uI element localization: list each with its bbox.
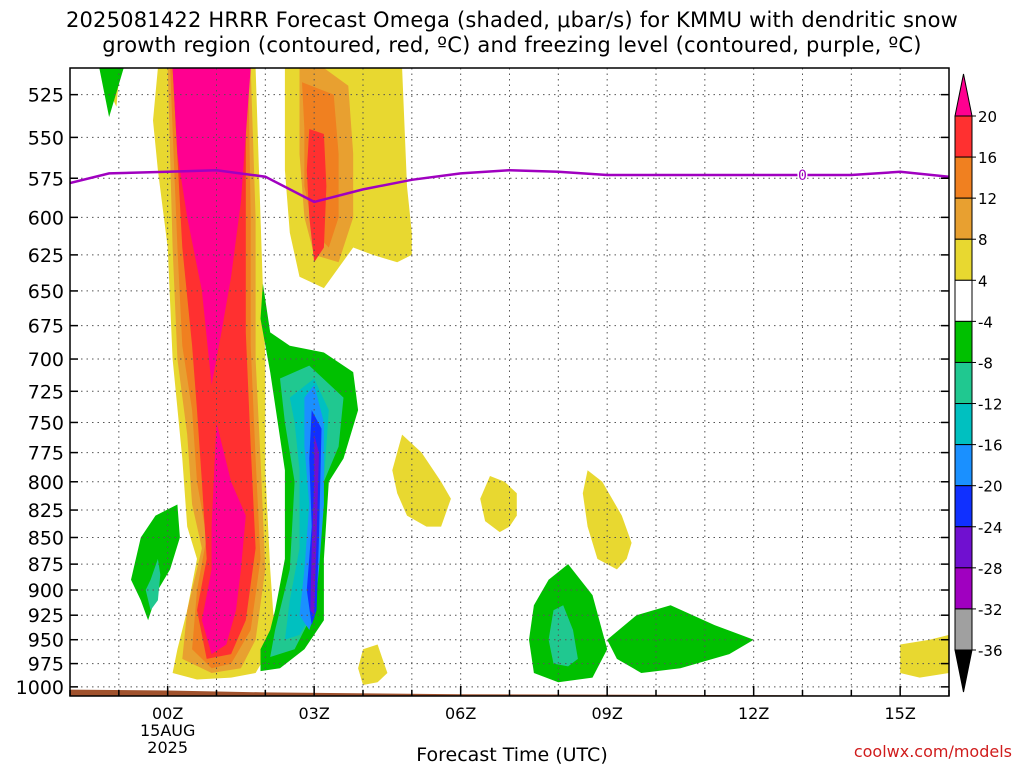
colorbar-segment-5 [954, 320, 973, 363]
colorbar-label-9: -20 [978, 478, 1003, 496]
y-tick-label-925: 925 [28, 605, 64, 627]
chart-title: 2025081422 HRRR Forecast Omega (shaded, … [0, 8, 1024, 58]
colorbar-top-tip [954, 73, 973, 117]
colorbar-segment-10 [954, 526, 973, 569]
colorbar-label-1: 16 [978, 149, 997, 167]
colorbar-segment-9 [954, 485, 973, 528]
x-tick-label-12Z: 12Z [738, 704, 769, 723]
freezing-level-layer: 0 [70, 167, 949, 204]
colorbar-label-4: 4 [978, 272, 988, 290]
y-tick-label-875: 875 [28, 554, 64, 576]
colorbar-segment-8 [954, 444, 973, 487]
y-tick-label-900: 900 [28, 580, 64, 602]
x-tick-label-03Z: 03Z [299, 704, 330, 723]
x-tick-label-00Z: 00Z [152, 704, 183, 723]
terrain-surface [70, 689, 949, 696]
colorbar-bottom-tip [954, 649, 973, 693]
y-tick-label-825: 825 [28, 500, 64, 522]
omega-region-11 [99, 68, 124, 118]
omega-region-19 [145, 558, 161, 611]
colorbar: 20 16 12 8 4 -4 -8 -12 -16 -20 -24 -28 -32 -36 [954, 73, 1003, 693]
y-tick-label-1000: 1000 [16, 677, 64, 699]
colorbar-segment-7 [954, 403, 973, 446]
y-tick-label-600: 600 [28, 207, 64, 229]
omega-region-4 [172, 68, 251, 385]
y-tick-label-575: 575 [28, 168, 64, 190]
y-tick-label-550: 550 [28, 127, 64, 149]
omega-region-21 [358, 644, 388, 685]
colorbar-label-11: -28 [978, 560, 1003, 578]
y-tick-label-950: 950 [28, 630, 64, 652]
omega-region-25 [548, 605, 578, 667]
colorbar-label-10: -24 [978, 519, 1003, 537]
x-date-label-1: 2025 [147, 738, 188, 757]
colorbar-label-13: -36 [978, 642, 1003, 660]
x-tick-label-15Z: 15Z [885, 704, 916, 723]
omega-region-20 [392, 434, 451, 527]
x-tick-label-09Z: 09Z [592, 704, 623, 723]
freezing-level-line [70, 168, 949, 204]
omega-region-18 [131, 504, 180, 621]
omega-region-22 [480, 476, 517, 533]
omega-region-26 [607, 605, 754, 673]
y-tick-label-850: 850 [28, 527, 64, 549]
colorbar-label-0: 20 [978, 108, 997, 126]
colorbar-label-8: -16 [978, 437, 1003, 455]
colorbar-segment-3 [954, 238, 973, 281]
colorbar-label-5: -4 [978, 313, 993, 331]
freezing-level-label: 0 [798, 168, 807, 184]
colorbar-segment-11 [954, 567, 973, 610]
grid-lines [70, 68, 949, 696]
colorbar-label-12: -32 [978, 601, 1003, 619]
chart-title-line-1: 2025081422 HRRR Forecast Omega (shaded, … [65, 8, 959, 32]
omega-region-9 [306, 129, 327, 263]
colorbar-label-3: 8 [978, 231, 988, 249]
credit-text: coolwx.com/models [853, 742, 1012, 761]
chart-title-line-2: growth region (contoured, red, ºC) and f… [102, 33, 922, 57]
y-tick-label-525: 525 [28, 85, 64, 107]
x-axis-label: Forecast Time (UTC) [416, 744, 608, 766]
y-tick-label-975: 975 [28, 654, 64, 676]
colorbar-segment-2 [954, 197, 973, 240]
y-tick-label-700: 700 [28, 349, 64, 371]
y-tick-label-650: 650 [28, 281, 64, 303]
colorbar-segment-4 [954, 279, 973, 322]
omega-shaded-regions [99, 68, 949, 685]
terrain-layer [70, 689, 949, 696]
colorbar-segment-1 [954, 156, 973, 199]
pressure-axis: 525 550 575 600 625 650 675 700 725 750 775 800 825 8… [16, 85, 949, 699]
y-tick-label-750: 750 [28, 412, 64, 434]
y-tick-label-725: 725 [28, 381, 64, 403]
y-tick-label-625: 625 [28, 245, 64, 267]
colorbar-segment-6 [954, 361, 973, 405]
y-tick-label-775: 775 [28, 443, 64, 465]
colorbar-label-2: 12 [978, 190, 997, 208]
colorbar-label-7: -12 [978, 396, 1003, 414]
colorbar-segment-12 [954, 608, 973, 651]
colorbar-segment-0 [954, 115, 973, 158]
colorbar-label-6: -8 [978, 354, 993, 372]
y-tick-label-675: 675 [28, 316, 64, 338]
y-tick-label-800: 800 [28, 472, 64, 494]
x-tick-label-06Z: 06Z [445, 704, 476, 723]
omega-region-27 [900, 634, 949, 678]
omega-region-5 [201, 422, 246, 655]
x-date-label-0: 15AUG [140, 721, 195, 740]
